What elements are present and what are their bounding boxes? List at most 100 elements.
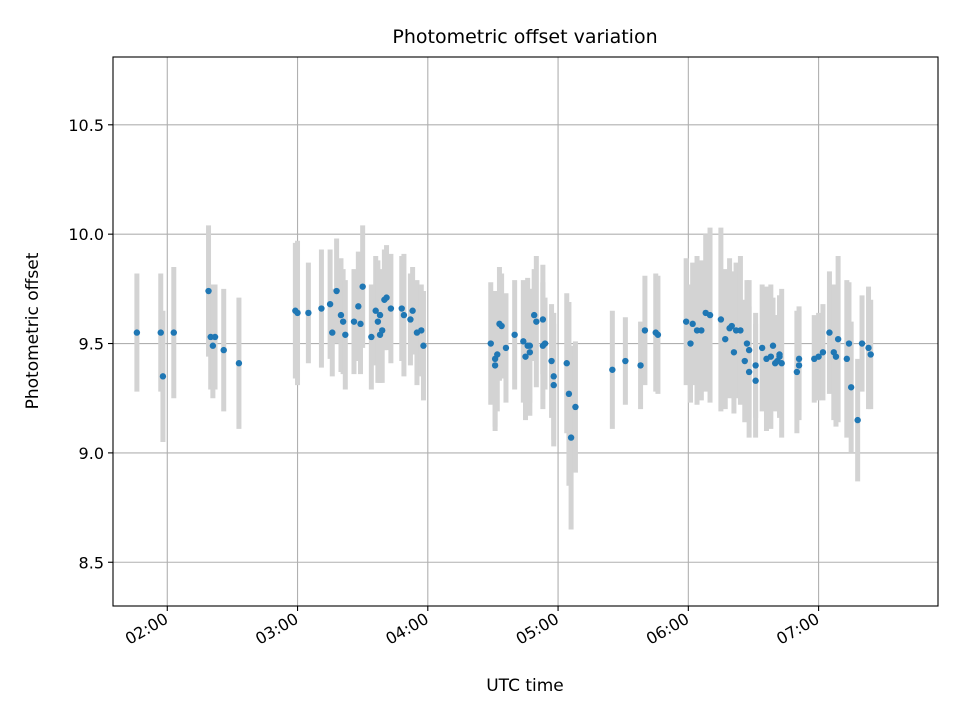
data-point [717,316,725,323]
data-point [357,320,364,328]
data-point [843,355,851,363]
data-point [865,344,872,352]
data-point [858,340,866,347]
data-point [548,357,555,365]
data-point [157,329,164,336]
data-point [339,318,347,325]
data-point [752,362,759,369]
data-point [622,357,629,365]
data-point [368,333,375,341]
data-point [737,327,744,334]
x-tick-label: 06:00 [643,609,692,649]
data-point [511,331,518,338]
data-point [834,335,842,343]
data-point [407,316,414,323]
data-point [815,353,822,360]
data-point [329,329,336,336]
data-point [530,311,538,319]
data-point [522,353,529,360]
data-point [502,344,510,352]
plot-frame [112,56,939,607]
data-point [778,360,785,367]
data-point [526,349,534,356]
data-point [832,353,840,360]
data-point [211,333,219,341]
y-tick-label: 8.5 [79,553,104,572]
data-point [533,318,540,325]
data-point [372,307,379,314]
data-point [374,318,382,325]
data-point [494,351,501,358]
data-point [333,287,340,295]
data-point [159,373,167,380]
data-point [826,329,833,336]
data-point [728,322,735,330]
x-tick-label: 03:00 [252,609,301,649]
data-point [498,322,505,330]
data-point [565,390,573,398]
y-tick-label: 10.5 [68,116,104,135]
data-point [318,305,325,312]
error-bars [134,225,874,530]
data-point [383,294,390,301]
data-point [220,346,227,354]
data-point [170,329,177,336]
data-point [845,340,853,347]
data-point [867,351,874,358]
data-point [294,309,301,317]
x-axis-label: UTC time [486,676,564,696]
data-point [730,349,738,356]
data-point [682,318,690,325]
data-point [722,335,729,343]
data-point [539,316,547,323]
x-tick-label: 07:00 [773,609,822,649]
data-point [359,283,366,290]
data-point [758,344,766,352]
data-point [572,403,579,411]
data-point [698,327,705,334]
data-point [550,381,557,389]
data-point [776,353,783,360]
data-point [409,307,416,314]
data-point [337,311,345,319]
data-point [854,416,861,424]
data-point [379,327,386,334]
data-point [235,360,243,367]
data-point [205,287,212,295]
y-tick-label: 10.0 [68,225,104,244]
data-point [342,331,349,338]
data-point [567,434,575,441]
data-point [609,366,616,373]
data-point [526,342,534,349]
data-point [355,303,362,310]
data-point [795,362,803,369]
data-point [689,320,696,328]
data-point [350,318,358,325]
data-point [491,362,499,369]
data-point [487,340,494,347]
data-point [752,377,759,384]
data-point [795,355,803,363]
data-point [745,368,753,376]
data-point [305,309,312,317]
data-point [550,373,557,380]
x-tick-label: 04:00 [382,609,431,649]
data-point [376,311,384,319]
data-point [637,362,644,369]
data-point [743,340,751,347]
data-point [654,331,662,338]
data-point [741,357,748,365]
data-point [769,342,777,349]
data-point [400,311,408,319]
data-point [398,305,405,312]
data-point [793,368,801,376]
data-point [641,327,649,334]
data-point [541,340,549,347]
data-point [387,305,395,312]
chart-title: Photometric offset variation [392,26,657,48]
data-point [687,340,694,347]
data-point [133,329,141,336]
data-point [326,300,334,308]
data-point [420,342,427,349]
